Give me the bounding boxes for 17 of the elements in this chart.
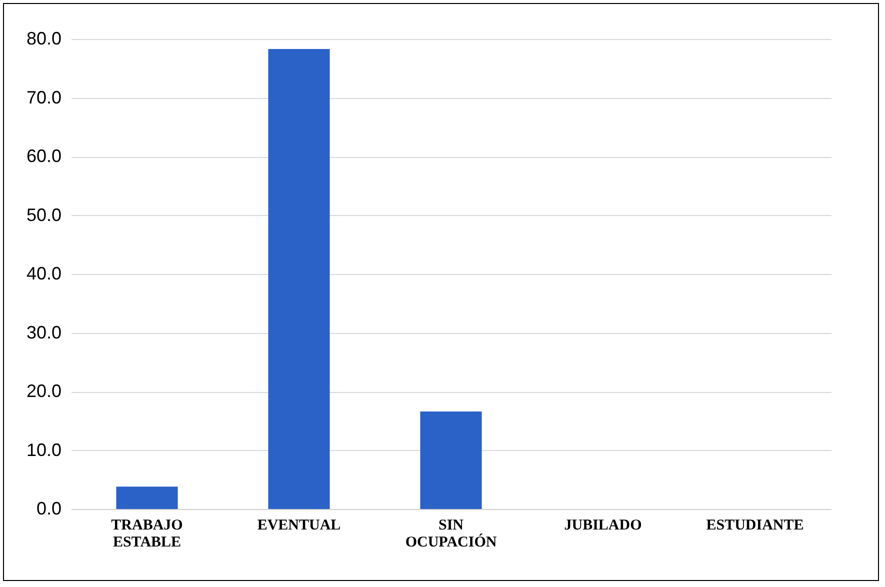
y-tick-label: 80.0 — [26, 28, 62, 48]
y-tick-label: 60.0 — [26, 146, 62, 166]
y-tick-label: 0.0 — [36, 498, 62, 518]
y-tick-label: 70.0 — [26, 87, 62, 108]
bar — [116, 486, 178, 509]
y-tick-label: 30.0 — [26, 322, 62, 342]
x-tick-label: ESTUDIANTE — [706, 518, 804, 534]
x-tick-label: JUBILADO — [564, 518, 642, 534]
x-tick-label: SIN OCUPACIÓN — [405, 518, 497, 550]
y-tick-label: 20.0 — [26, 381, 62, 401]
bar — [268, 48, 330, 509]
bar — [420, 411, 482, 509]
y-tick-label: 40.0 — [26, 264, 62, 284]
x-tick-label: EVENTUAL — [257, 518, 341, 534]
x-tick-label: TRABAJO ESTABLE — [111, 518, 183, 550]
y-tick-label: 10.0 — [26, 440, 62, 460]
y-tick-label: 50.0 — [26, 204, 62, 225]
